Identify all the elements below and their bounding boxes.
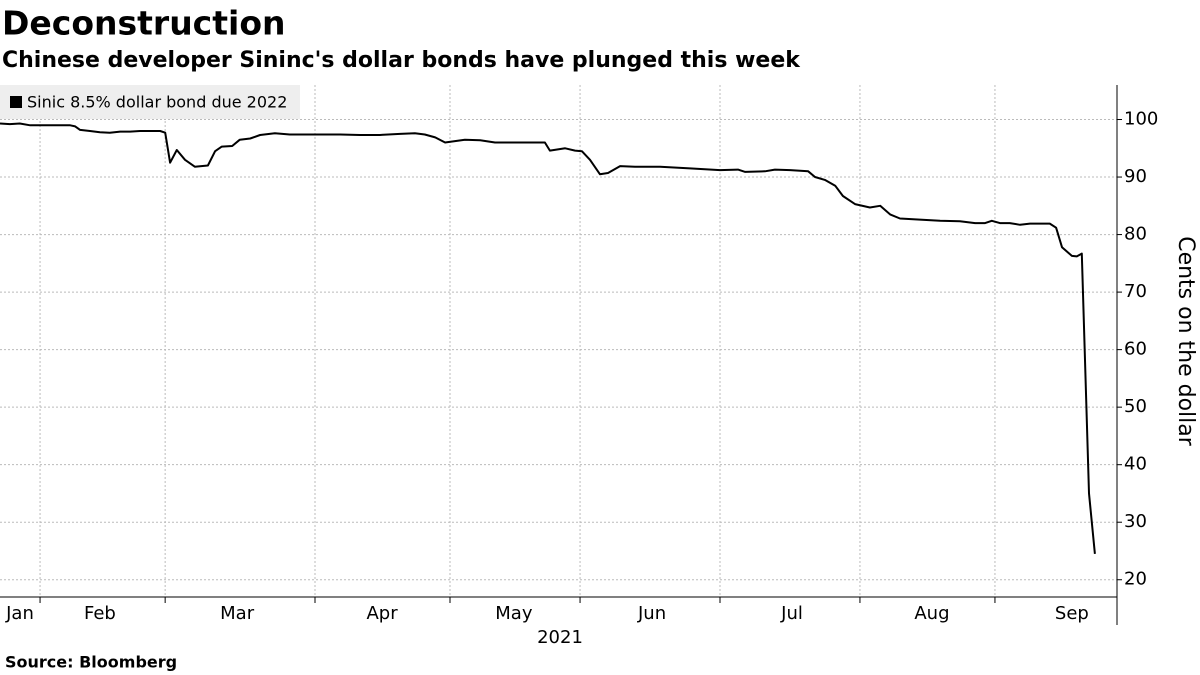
x-tick-label: Sep (1055, 603, 1089, 624)
chart-subtitle: Chinese developer Sininc's dollar bonds … (2, 48, 801, 73)
y-axis-label: Cents on the dollar (1173, 236, 1198, 447)
line-series (0, 122, 1096, 554)
y-tick-label: 80 (1124, 224, 1147, 245)
x-tick-label: Mar (220, 603, 255, 624)
y-tick-label: 30 (1124, 511, 1147, 532)
x-tick-label: Jul (780, 603, 803, 624)
legend-swatch (10, 96, 22, 108)
x-tick-label: Jun (637, 603, 666, 624)
y-tick-label: 50 (1124, 396, 1147, 417)
x-tick-label: Aug (914, 603, 949, 624)
source: Source: Bloomberg (5, 653, 177, 672)
y-tick-label: 60 (1124, 339, 1147, 360)
y-tick-label: 40 (1124, 454, 1147, 475)
y-tick-label: 70 (1124, 281, 1147, 302)
legend-box (0, 85, 300, 119)
x-tick-label: Apr (366, 603, 398, 624)
x-tick-label: Jan (5, 603, 34, 624)
legend-label: Sinic 8.5% dollar bond due 2022 (27, 93, 287, 112)
x-tick-label: May (495, 603, 533, 624)
y-tick-label: 20 (1124, 569, 1147, 590)
x-axis-label: 2021 (537, 627, 583, 648)
y-tick-label: 90 (1124, 166, 1147, 187)
chart-title: Deconstruction (2, 4, 286, 43)
x-tick-label: Feb (84, 603, 116, 624)
y-tick-label: 100 (1124, 109, 1158, 130)
